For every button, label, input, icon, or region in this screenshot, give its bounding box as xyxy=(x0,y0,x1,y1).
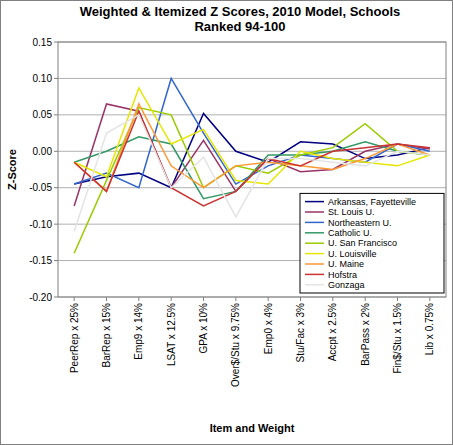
x-tick xyxy=(300,297,301,301)
chart: -0.20 -0.15 -0.10 -0.05 0.00 0.05 0.10 0.15 Peer… xyxy=(0,0,453,445)
y-tick-label: -0.15 xyxy=(29,255,52,266)
chart-frame xyxy=(1,1,453,445)
y-tick xyxy=(54,297,58,298)
x-tick xyxy=(268,297,269,301)
x-tick xyxy=(138,297,139,301)
x-tick xyxy=(365,297,366,301)
x-tick xyxy=(332,297,333,301)
x-tick-label: Over$/Stu x 9.75% xyxy=(230,303,241,387)
x-tick xyxy=(74,297,75,301)
plot-area xyxy=(58,42,446,297)
legend-label: U. Maine xyxy=(328,259,364,269)
plot-frame xyxy=(58,42,446,297)
series-line xyxy=(74,113,430,187)
legend-swatch xyxy=(305,242,324,244)
y-axis-title: Z-Score xyxy=(6,149,18,190)
y-tick xyxy=(54,187,58,188)
legend-swatch xyxy=(305,263,324,265)
y-tick-label: 0.05 xyxy=(33,109,53,120)
x-tick-label: BarRep x 15% xyxy=(101,303,112,368)
x-tick-label: Emp0 x 4% xyxy=(263,303,274,354)
y-tick xyxy=(54,224,58,225)
x-tick-label: BarPass x 2% xyxy=(360,303,371,366)
legend-swatch xyxy=(305,274,324,276)
legend-swatch xyxy=(305,284,324,286)
legend-label: Gonzaga xyxy=(328,280,365,290)
grid-line xyxy=(58,78,446,79)
x-tick xyxy=(203,297,204,301)
x-tick-label: Lib x 0.75% xyxy=(424,303,435,355)
x-tick-label: Emp9 x 14% xyxy=(133,303,144,360)
x-tick-label: LSAT x 12.5% xyxy=(166,303,177,366)
y-tick xyxy=(54,114,58,115)
y-tick-label: 0.10 xyxy=(33,73,53,84)
legend-label: Hofstra xyxy=(328,270,357,280)
x-tick-label: Stu/Fac x 3% xyxy=(295,303,306,363)
legend-box xyxy=(300,193,444,293)
x-tick-label: Fin$/Stu x 1.5% xyxy=(392,303,403,374)
x-tick xyxy=(397,297,398,301)
legend-label: Northeastern U. xyxy=(328,218,392,228)
x-tick-label: PeerRep x 25% xyxy=(69,303,80,373)
y-tick-label: 0.00 xyxy=(33,146,53,157)
y-tick-label: -0.05 xyxy=(29,182,52,193)
legend-swatch xyxy=(305,222,324,224)
y-tick xyxy=(54,151,58,152)
y-tick xyxy=(54,78,58,79)
y-tick-label: -0.10 xyxy=(29,219,52,230)
y-tick-label: -0.20 xyxy=(29,292,52,303)
series-group xyxy=(74,78,430,253)
y-tick xyxy=(54,260,58,261)
grid-line xyxy=(58,114,446,115)
legend-label: Arkansas, Fayetteville xyxy=(328,197,416,207)
legend-swatch xyxy=(305,232,324,234)
legend-label: Catholic U. xyxy=(328,228,372,238)
legend-swatch xyxy=(305,253,324,255)
legend: Arkansas, FayettevilleSt. Louis U.Northe… xyxy=(300,193,444,293)
y-tick xyxy=(54,42,58,43)
x-tick-label: Accpt x 2.5% xyxy=(327,303,338,361)
series-line xyxy=(74,111,430,206)
x-tick xyxy=(235,297,236,301)
y-tick-label: 0.15 xyxy=(33,37,53,48)
legend-swatch xyxy=(305,211,324,213)
legend-label: St. Louis U. xyxy=(328,207,375,217)
legend-swatch xyxy=(305,201,324,203)
x-axis-title: Item and Weight xyxy=(210,422,295,434)
x-tick xyxy=(429,297,430,301)
legend-label: U. San Francisco xyxy=(328,238,397,248)
chart-title: Weighted & Itemized Z Scores, 2010 Model… xyxy=(80,4,401,34)
legend-label: U. Louisville xyxy=(328,249,377,259)
x-tick-label: GPA x 10% xyxy=(198,303,209,354)
series-line xyxy=(74,104,430,191)
x-tick xyxy=(106,297,107,301)
x-tick xyxy=(171,297,172,301)
